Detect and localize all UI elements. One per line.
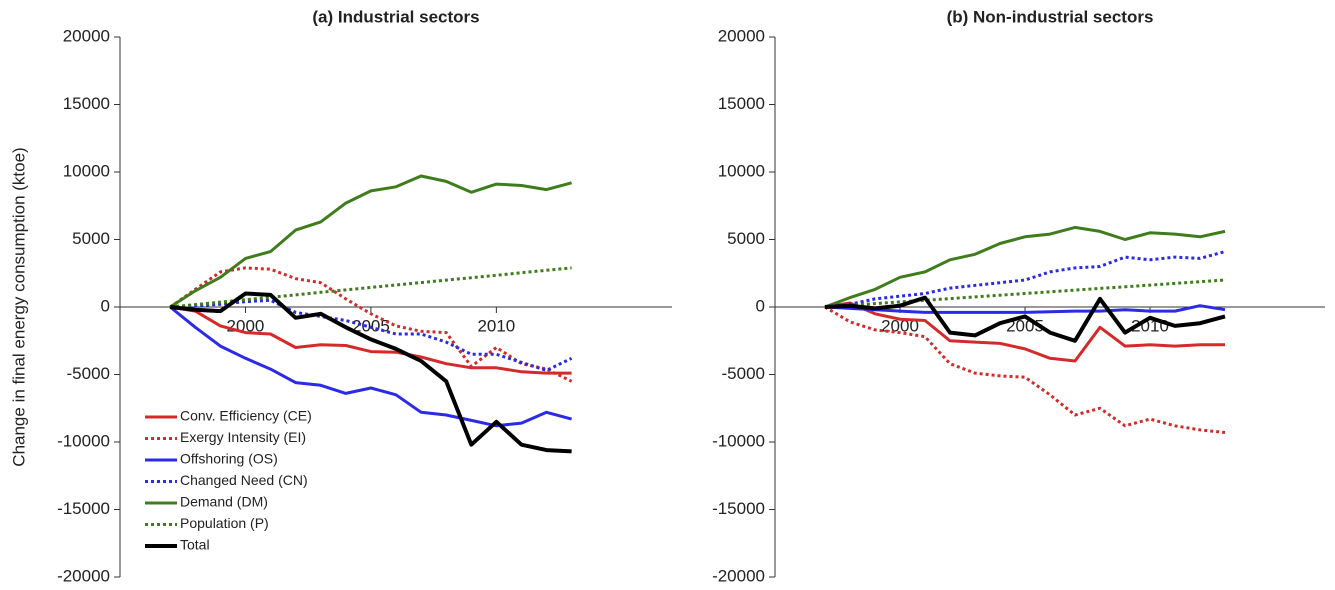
legend-label: Demand (DM) xyxy=(180,494,268,510)
x-tick-label: 2000 xyxy=(881,316,919,335)
y-tick-label: 5000 xyxy=(72,229,110,248)
data-line xyxy=(169,305,572,375)
chart-title: (b) Non-industrial sectors xyxy=(947,7,1154,26)
data-line xyxy=(824,295,1226,343)
legend-label: Exergy Intensity (EI) xyxy=(180,429,306,445)
y-tick-label: 0 xyxy=(756,296,765,315)
data-line xyxy=(169,174,572,309)
y-tick-label: -5000 xyxy=(67,364,110,383)
legend-label: Population (P) xyxy=(180,515,269,531)
y-tick-label: 0 xyxy=(101,296,110,315)
y-tick-label: -10000 xyxy=(712,431,765,450)
y-tick-label: 10000 xyxy=(63,161,110,180)
y-tick-label: -20000 xyxy=(57,566,110,585)
y-tick-label: 10000 xyxy=(718,161,765,180)
y-tick-label: 15000 xyxy=(63,94,110,113)
data-line xyxy=(169,291,572,454)
y-tick-label: -20000 xyxy=(712,566,765,585)
data-line xyxy=(824,225,1226,309)
y-tick-label: 5000 xyxy=(727,229,765,248)
y-tick-label: -15000 xyxy=(712,499,765,518)
data-line xyxy=(824,301,1225,363)
chart-title: (a) Industrial sectors xyxy=(312,7,479,26)
data-line xyxy=(170,266,572,309)
data-line xyxy=(169,266,573,383)
data-line xyxy=(824,250,1226,309)
y-tick-label: -15000 xyxy=(57,499,110,518)
legend-label: Offshoring (OS) xyxy=(180,451,278,467)
y-tick-label: -5000 xyxy=(722,364,765,383)
y-tick-label: 20000 xyxy=(718,26,765,45)
y-axis-label: Change in final energy consumption (ktoe… xyxy=(9,147,28,466)
legend-label: Changed Need (CN) xyxy=(180,472,308,488)
data-line xyxy=(824,305,1226,434)
data-line xyxy=(170,298,573,372)
y-tick-label: -10000 xyxy=(57,431,110,450)
data-line xyxy=(169,305,572,428)
y-tick-label: 15000 xyxy=(718,94,765,113)
legend-label: Conv. Efficiency (CE) xyxy=(180,408,312,424)
data-line xyxy=(824,304,1226,314)
x-tick-label: 2010 xyxy=(477,316,515,335)
data-line xyxy=(824,278,1226,309)
y-tick-label: 20000 xyxy=(63,26,110,45)
legend-label: Total xyxy=(180,537,210,553)
